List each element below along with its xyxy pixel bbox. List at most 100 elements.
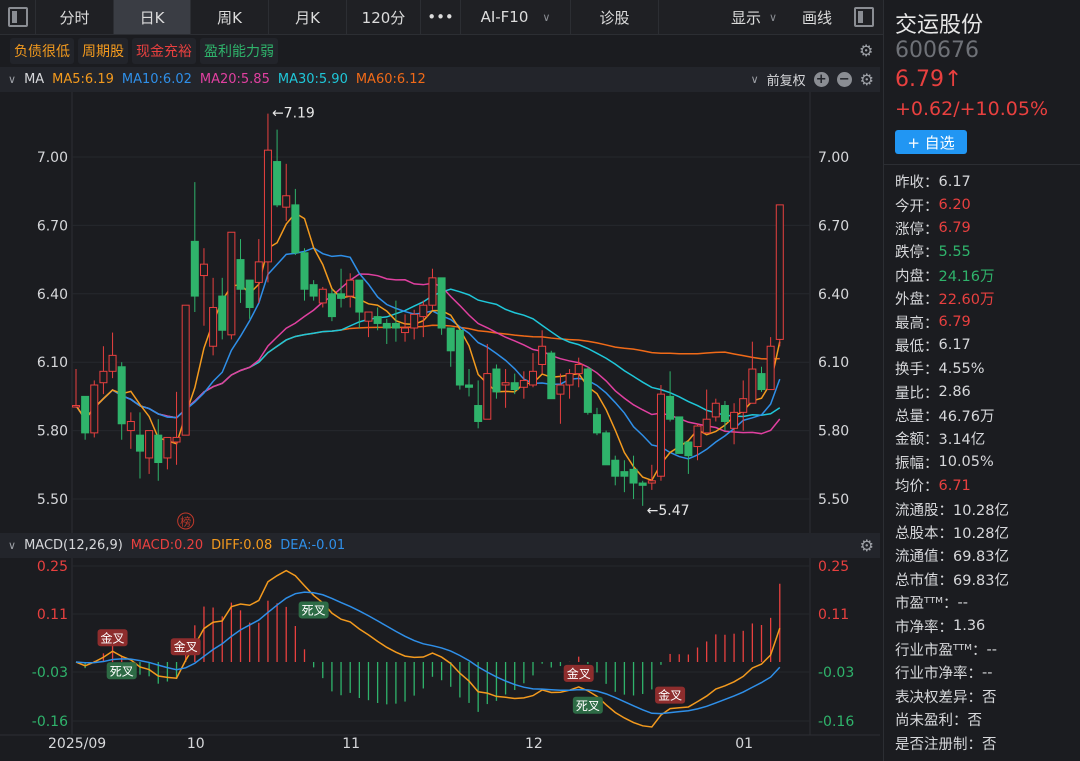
candle	[291, 188, 300, 256]
candle	[538, 330, 547, 374]
candle-body	[181, 304, 190, 436]
golden-cross-badge: 金叉	[563, 664, 594, 682]
candle-body	[437, 277, 446, 329]
tag-weak-profit[interactable]: 盈利能力弱	[200, 38, 278, 64]
price-tick-left: 6.10	[37, 355, 68, 371]
candle	[666, 371, 675, 422]
candle-body	[647, 480, 656, 484]
stat-label: 均价：	[895, 479, 939, 496]
stock-code: 600676	[895, 38, 979, 63]
stat-row: 最低： 6.17	[895, 334, 1009, 357]
candle-body	[81, 395, 90, 434]
candle	[382, 318, 391, 344]
candle-body	[602, 432, 611, 466]
stat-value: --	[982, 664, 993, 681]
candle	[693, 423, 702, 461]
candle-body	[391, 322, 400, 329]
candle-body	[547, 352, 556, 400]
golden-cross-badge: 金叉	[97, 629, 128, 647]
candle-body	[474, 405, 483, 422]
zoom-out-icon[interactable]: −	[836, 72, 852, 87]
tag-cash-rich[interactable]: 现金充裕	[132, 38, 196, 64]
candle	[730, 403, 739, 445]
candle	[529, 353, 537, 388]
tag-cyclical[interactable]: 周期股	[78, 38, 128, 64]
candle	[428, 268, 437, 310]
chevron-down-icon[interactable]: ∨	[8, 73, 17, 86]
period-toolbar: 分时 日K 周K 月K 120分 ••• AI-F10 ∨ 诊股 显示 ∨ 画线	[0, 0, 883, 35]
candle-body	[483, 373, 492, 420]
candle	[437, 277, 446, 335]
candle-body	[346, 279, 355, 297]
right-panel-toggle[interactable]	[845, 0, 883, 34]
macd-tick-left: -0.16	[32, 714, 68, 730]
golden-cross-badge: 金叉	[655, 686, 686, 704]
more-button[interactable]: •••	[421, 0, 461, 34]
stat-label: 市盈ᵀᵀᴹ：	[895, 596, 958, 613]
death-cross-badge: 死叉	[572, 696, 603, 714]
candle	[263, 113, 272, 283]
candle-body	[401, 327, 410, 334]
gear-icon[interactable]: ⚙	[859, 70, 874, 89]
candle-body	[117, 366, 126, 425]
stat-label: 行业市净率：	[895, 666, 982, 683]
stat-row: 振幅： 10.05%	[895, 451, 1009, 474]
stock-name: 交运股份	[895, 13, 984, 38]
stat-value: 46.76万	[938, 409, 995, 426]
candle-body	[684, 441, 693, 457]
macd-tick-left: 0.11	[37, 607, 68, 623]
stat-row: 总市值： 69.83亿	[895, 568, 1009, 591]
tag-low-debt[interactable]: 负债很低	[10, 38, 74, 64]
zoom-in-icon[interactable]: +	[813, 72, 829, 87]
candle	[519, 371, 528, 399]
draw-button[interactable]: 画线	[801, 8, 832, 27]
ai-f10-dropdown[interactable]: AI-F10 ∨	[461, 0, 571, 34]
badge-bg	[563, 664, 594, 682]
tab-daily-k[interactable]: 日K	[114, 0, 191, 34]
left-panel-toggle[interactable]	[0, 0, 36, 34]
stat-value: 否	[982, 736, 997, 753]
tab-monthly-k[interactable]: 月K	[269, 0, 347, 34]
rank-marker: 榜	[180, 515, 191, 529]
tab-intraday[interactable]: 分时	[36, 0, 114, 34]
stat-row: 换手： 4.55%	[895, 357, 1009, 380]
candle	[327, 289, 336, 322]
gear-icon[interactable]: ⚙	[859, 536, 874, 555]
macd-tick-right: 0.11	[818, 607, 849, 623]
macd-tick-left: 0.25	[37, 559, 68, 575]
candle-body	[190, 240, 199, 297]
stat-value: --	[957, 594, 969, 611]
candle	[236, 239, 245, 303]
candle-body	[199, 263, 208, 277]
diagnose-button[interactable]: 诊股	[571, 0, 659, 34]
stat-label: 今开：	[895, 198, 939, 215]
candle	[145, 430, 154, 474]
add-watchlist-button[interactable]: + 自选	[895, 130, 967, 154]
candle	[337, 268, 346, 308]
ma-header: ∨ MA MA5:6.19 MA10:6.02 MA20:5.85 MA30:5…	[0, 67, 880, 92]
stat-row: 行业市净率： --	[895, 661, 1009, 684]
tab-120min[interactable]: 120分	[347, 0, 421, 34]
ma30-value: MA30:5.90	[277, 72, 348, 87]
stat-label: 总量：	[895, 409, 939, 426]
stat-row: 均价： 6.71	[895, 474, 1009, 497]
candle	[108, 332, 117, 379]
candle	[574, 357, 583, 388]
display-dropdown[interactable]: 显示 ∨	[719, 0, 789, 34]
adjust-dropdown[interactable]: 前复权	[766, 74, 806, 89]
chevron-down-icon[interactable]: ∨	[750, 73, 759, 86]
tab-weekly-k[interactable]: 周K	[191, 0, 269, 34]
candle-body	[227, 231, 236, 336]
kline-chart[interactable]: 7.00 7.00 6.70 6.70 6.40 6.40 6.10 6.10 5.80 5.80…	[0, 0, 880, 761]
candle-body	[656, 393, 665, 477]
candle	[245, 279, 254, 319]
candle-body	[263, 149, 272, 263]
price-tick-left: 5.80	[37, 424, 68, 440]
stat-row: 昨收： 6.17	[895, 170, 1009, 193]
gear-icon[interactable]: ⚙	[859, 41, 874, 60]
candle-body	[766, 345, 775, 391]
candle-body	[145, 430, 154, 459]
price-tick-left: 7.00	[37, 150, 68, 166]
chevron-down-icon[interactable]: ∨	[8, 539, 17, 552]
candle	[629, 455, 638, 499]
